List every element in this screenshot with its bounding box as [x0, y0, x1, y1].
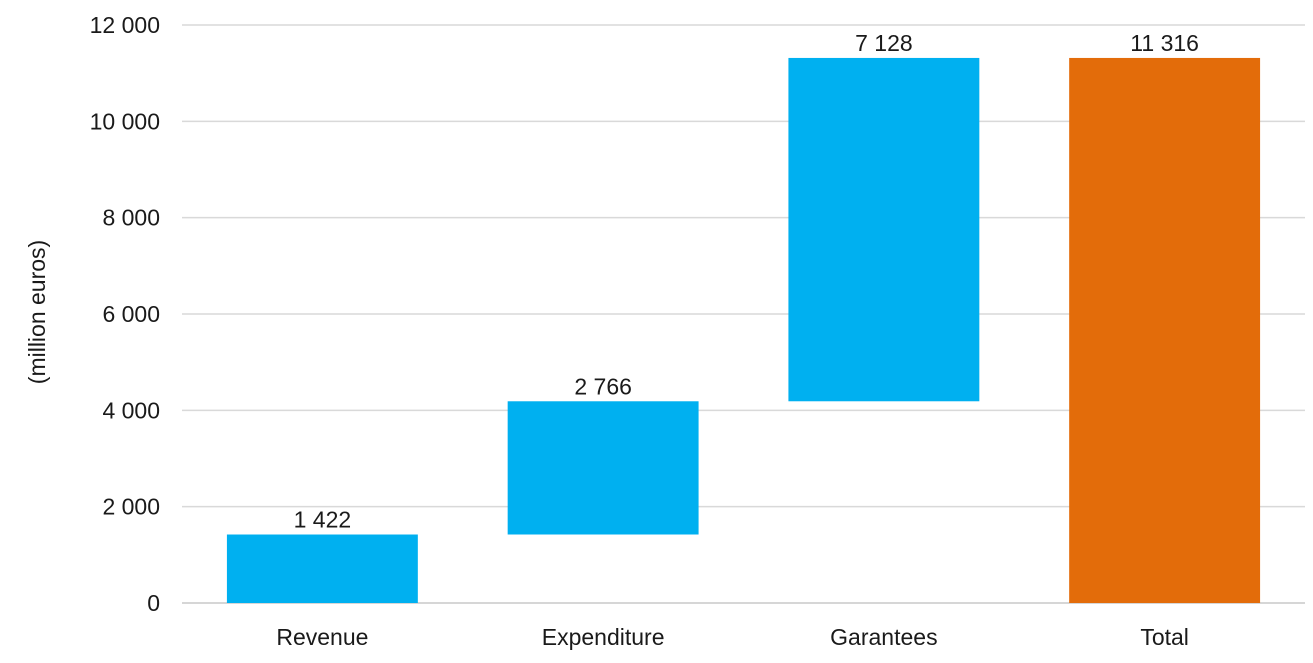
y-tick-label: 2 000 [102, 494, 160, 520]
y-tick-label: 10 000 [90, 108, 160, 134]
category-label-total: Total [1140, 624, 1189, 650]
y-tick-label: 4 000 [102, 397, 160, 423]
y-axis-title: (million euros) [24, 240, 50, 384]
bar-total [1069, 57, 1261, 604]
bars [226, 57, 1261, 604]
category-label-revenue: Revenue [276, 624, 368, 650]
data-label-total: 11 316 [1130, 30, 1199, 56]
data-label-revenue: 1 422 [294, 507, 352, 533]
data-label-garantees: 7 128 [855, 30, 913, 56]
data-label-expenditure: 2 766 [574, 373, 632, 399]
data-labels: 1 422 2 766 7 128 11 316 [294, 30, 1199, 533]
bar-revenue [226, 534, 418, 603]
x-axis-categories: Revenue Expenditure Garantees Total [276, 624, 1189, 650]
gridlines [182, 24, 1305, 604]
y-tick-label: 12 000 [90, 12, 160, 38]
y-tick-label: 8 000 [102, 205, 160, 231]
bar-garantees [788, 57, 980, 402]
category-label-expenditure: Expenditure [542, 624, 665, 650]
y-tick-label: 6 000 [102, 301, 160, 327]
y-tick-label: 0 [147, 590, 160, 616]
bar-expenditure [507, 401, 699, 535]
y-axis-ticks: 0 2 000 4 000 6 000 8 000 10 000 12 000 [90, 12, 160, 616]
category-label-garantees: Garantees [830, 624, 937, 650]
